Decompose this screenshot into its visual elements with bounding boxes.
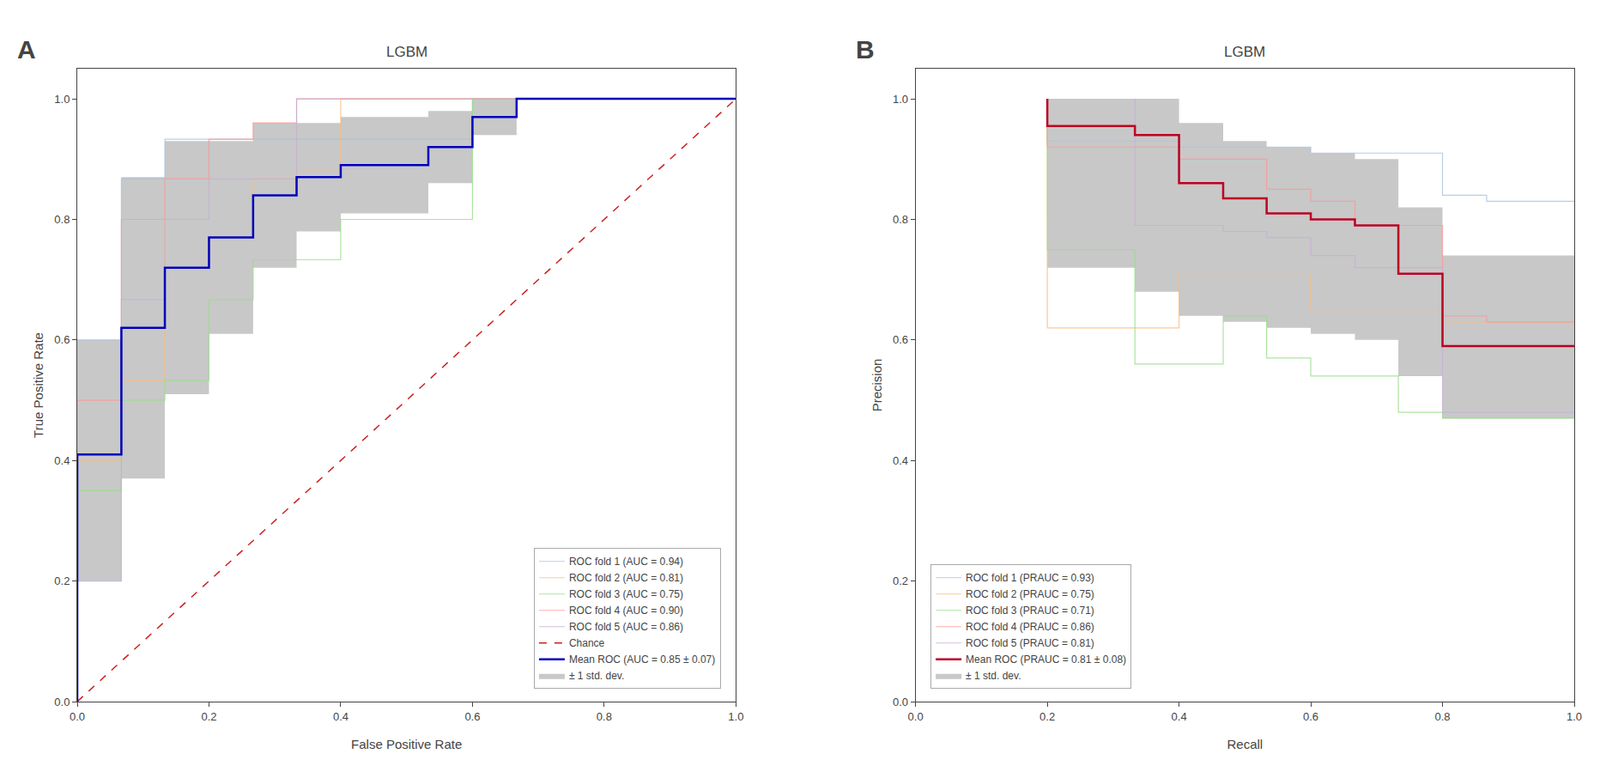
svg-text:0.0: 0.0	[908, 709, 924, 723]
svg-text:ROC fold 5 (PRAUC = 0.81): ROC fold 5 (PRAUC = 0.81)	[965, 636, 1095, 649]
svg-text:B: B	[855, 35, 875, 64]
svg-text:Mean ROC (AUC = 0.85 ± 0.07): Mean ROC (AUC = 0.85 ± 0.07)	[569, 653, 716, 666]
svg-text:0.4: 0.4	[333, 709, 349, 723]
svg-text:Mean ROC (PRAUC = 0.81 ± 0.08): Mean ROC (PRAUC = 0.81 ± 0.08)	[965, 653, 1127, 666]
svg-text:0.6: 0.6	[892, 333, 909, 346]
svg-text:ROC fold 3 (PRAUC = 0.71): ROC fold 3 (PRAUC = 0.71)	[965, 604, 1095, 617]
svg-text:ROC fold 1 (PRAUC = 0.93): ROC fold 1 (PRAUC = 0.93)	[965, 571, 1095, 584]
svg-text:True Positive Rate: True Positive Rate	[30, 332, 46, 438]
svg-text:1.0: 1.0	[892, 92, 909, 106]
svg-text:ROC fold 5 (AUC = 0.86): ROC fold 5 (AUC = 0.86)	[569, 620, 684, 633]
svg-text:0.0: 0.0	[54, 695, 70, 709]
svg-text:LGBM: LGBM	[386, 43, 428, 61]
svg-text:0.4: 0.4	[892, 454, 909, 467]
svg-text:0.0: 0.0	[892, 695, 909, 709]
svg-text:0.8: 0.8	[892, 212, 909, 226]
svg-text:Chance: Chance	[569, 636, 606, 649]
svg-text:0.8: 0.8	[1434, 709, 1450, 723]
svg-text:0.6: 0.6	[1303, 709, 1319, 723]
svg-text:± 1 std. dev.: ± 1 std. dev.	[965, 669, 1021, 682]
svg-text:ROC fold 2 (PRAUC = 0.75): ROC fold 2 (PRAUC = 0.75)	[965, 587, 1095, 600]
svg-text:0.4: 0.4	[54, 454, 70, 467]
svg-text:1.0: 1.0	[54, 92, 70, 106]
svg-text:0.2: 0.2	[892, 574, 909, 588]
svg-text:LGBM: LGBM	[1224, 43, 1266, 61]
svg-text:0.2: 0.2	[54, 574, 70, 588]
svg-text:Recall: Recall	[1226, 736, 1263, 752]
svg-text:1.0: 1.0	[727, 709, 744, 723]
svg-text:1.0: 1.0	[1566, 709, 1582, 723]
svg-text:0.6: 0.6	[464, 709, 480, 723]
svg-text:0.8: 0.8	[54, 212, 70, 226]
svg-text:Precision: Precision	[869, 358, 885, 413]
svg-text:± 1 std. dev.: ± 1 std. dev.	[569, 669, 625, 682]
svg-text:False Positive Rate: False Positive Rate	[351, 736, 462, 752]
svg-text:ROC fold 4 (PRAUC = 0.86): ROC fold 4 (PRAUC = 0.86)	[965, 620, 1095, 633]
svg-text:A: A	[17, 35, 37, 64]
svg-text:0.4: 0.4	[1171, 709, 1188, 723]
svg-text:ROC fold 3 (AUC = 0.75): ROC fold 3 (AUC = 0.75)	[569, 587, 684, 600]
svg-text:ROC fold 1 (AUC = 0.94): ROC fold 1 (AUC = 0.94)	[569, 555, 684, 568]
svg-text:0.2: 0.2	[200, 709, 217, 723]
svg-text:0.0: 0.0	[69, 709, 85, 723]
svg-text:0.6: 0.6	[54, 333, 70, 346]
svg-text:0.2: 0.2	[1039, 709, 1055, 723]
svg-text:ROC fold 4 (AUC = 0.90): ROC fold 4 (AUC = 0.90)	[569, 604, 684, 617]
svg-text:ROC fold 2 (AUC = 0.81): ROC fold 2 (AUC = 0.81)	[569, 571, 684, 584]
svg-text:0.8: 0.8	[596, 709, 613, 723]
